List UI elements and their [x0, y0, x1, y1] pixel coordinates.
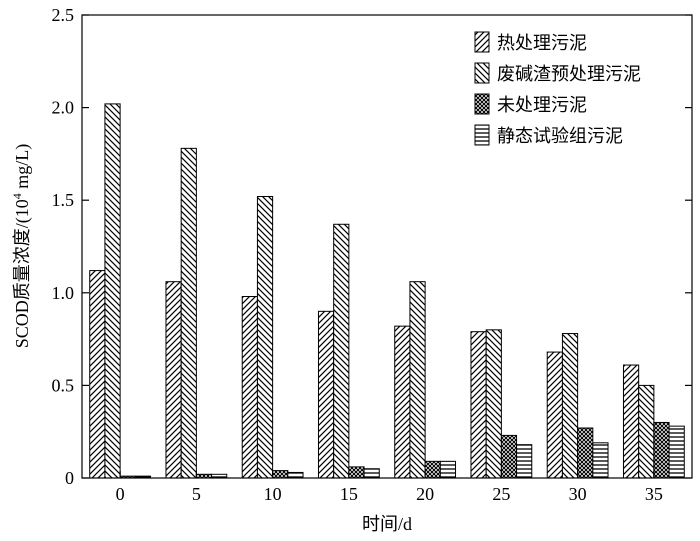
legend-swatch-crosshatch — [474, 93, 490, 115]
bar-diag-left-20 — [409, 281, 426, 479]
x-tick-label: 30 — [569, 484, 587, 504]
x-axis-ticks: 0 5 10 15 20 25 30 35 — [116, 471, 663, 504]
bar-crosshatch-15 — [348, 466, 365, 479]
bar-diag-right-0 — [89, 270, 106, 479]
x-tick-label: 10 — [264, 484, 282, 504]
bar-diag-right-5 — [165, 281, 182, 479]
x-tick-label: 25 — [492, 484, 510, 504]
legend-label: 未处理污泥 — [497, 95, 587, 115]
y-tick-label: 1.5 — [52, 190, 75, 210]
bar-crosshatch-35 — [653, 421, 670, 479]
bar-crosshatch-10 — [272, 470, 289, 479]
y-axis-title-exponent: 4 — [10, 193, 24, 199]
bar-horizontal-30 — [592, 442, 609, 479]
bar-diag-right-35 — [622, 364, 640, 479]
legend-label: 热处理污泥 — [497, 33, 587, 53]
y-tick-label: 2.5 — [52, 5, 75, 25]
y-tick-label: 0.5 — [52, 375, 75, 395]
bar-diag-left-25 — [485, 329, 502, 479]
bar-diag-left-35 — [638, 384, 655, 479]
bar-crosshatch-30 — [577, 427, 594, 479]
legend-label: 静态试验组污泥 — [497, 126, 623, 146]
x-tick-label: 20 — [416, 484, 434, 504]
legend-swatch-diag-right — [474, 31, 490, 53]
bar-diag-left-15 — [333, 223, 350, 479]
bar-diag-right-30 — [546, 351, 563, 479]
y-tick-label: 2.0 — [52, 98, 75, 118]
bar-diag-right-10 — [241, 296, 258, 479]
bar-diag-left-0 — [104, 103, 121, 479]
legend-label: 废碱渣预处理污泥 — [497, 64, 641, 84]
y-axis-title-prefix: SCOD质量浓度/(10 — [12, 199, 33, 348]
x-tick-label: 5 — [192, 484, 201, 504]
bar-horizontal-10 — [287, 471, 304, 479]
y-axis-title-suffix: mg/L) — [12, 144, 33, 194]
bar-crosshatch-20 — [424, 460, 441, 479]
bar-diag-right-25 — [470, 331, 487, 479]
bars-group — [89, 103, 685, 479]
y-axis-ticks: 0 0.5 1.0 1.5 2.0 2.5 — [52, 5, 692, 488]
bar-horizontal-15 — [363, 468, 380, 479]
y-axis-title: SCOD质量浓度/(104 mg/L) — [10, 144, 33, 349]
bar-horizontal-35 — [668, 425, 685, 479]
legend-swatch-diag-left — [474, 62, 490, 84]
bar-horizontal-25 — [516, 444, 533, 479]
bar-horizontal-20 — [439, 460, 457, 479]
x-tick-label: 0 — [116, 484, 125, 504]
x-tick-label: 35 — [645, 484, 663, 504]
legend-swatch-horizontal — [474, 124, 490, 146]
x-axis-title: 时间/d — [362, 514, 412, 534]
bar-diag-left-30 — [561, 333, 579, 479]
bar-crosshatch-25 — [500, 434, 518, 479]
y-tick-label: 0 — [65, 468, 74, 488]
bar-diag-left-10 — [256, 195, 274, 479]
plot-frame — [81, 14, 693, 479]
y-tick-label: 1.0 — [52, 283, 75, 303]
bar-diag-right-15 — [317, 310, 335, 479]
bar-diag-left-5 — [180, 147, 197, 479]
x-tick-label: 15 — [340, 484, 358, 504]
bar-diag-right-20 — [394, 325, 411, 479]
